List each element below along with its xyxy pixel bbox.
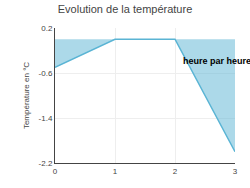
svg-text:-1.4: -1.4 bbox=[39, 114, 53, 123]
svg-text:-2.2: -2.2 bbox=[39, 159, 53, 168]
svg-text:3: 3 bbox=[233, 167, 238, 176]
svg-text:-0.6: -0.6 bbox=[39, 69, 53, 78]
svg-text:2: 2 bbox=[173, 167, 178, 176]
svg-text:Température en °C: Température en °C bbox=[22, 62, 31, 129]
svg-text:heure par heure: heure par heure bbox=[183, 56, 250, 66]
svg-text:0.2: 0.2 bbox=[41, 24, 53, 33]
svg-text:0: 0 bbox=[53, 167, 58, 176]
svg-text:Evolution de la température: Evolution de la température bbox=[58, 3, 193, 15]
svg-text:1: 1 bbox=[113, 167, 118, 176]
